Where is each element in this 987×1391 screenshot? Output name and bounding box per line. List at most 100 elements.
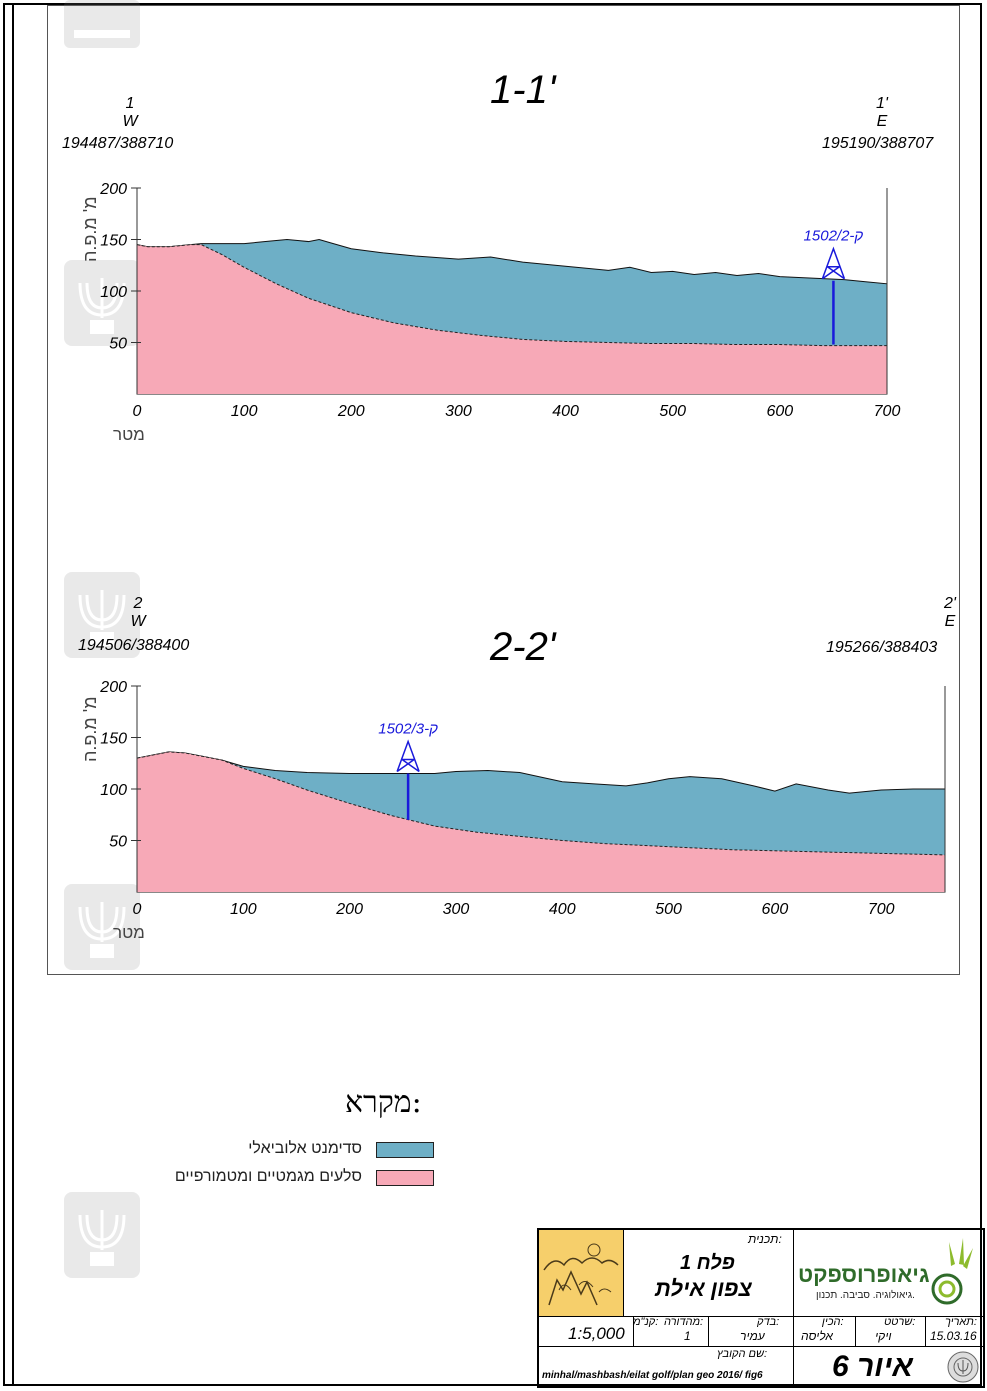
edition-label: מהדורה:	[664, 1316, 704, 1328]
section-2-west-dir: W	[130, 613, 146, 630]
section-2-east-label: 2' E	[930, 595, 970, 631]
plan-line-2: צפון אילת	[655, 1276, 752, 1301]
igneous-metamorphic-rock-area	[137, 751, 945, 892]
title-block-row-divider	[539, 1346, 983, 1347]
title-block-col-divider	[793, 1316, 794, 1388]
section-1-west-num: 1	[125, 95, 135, 112]
file-value: minhal/mashbash/eilat golf/plan geo 2016…	[542, 1370, 763, 1381]
title-block-plan-cell	[623, 1230, 794, 1316]
borehole-symbol-icon	[821, 246, 846, 280]
section-1-title: 1-1'	[490, 68, 556, 112]
section-1-east-coord: 195190/388707	[822, 135, 934, 152]
igneous-metamorphic-rock-area	[137, 244, 887, 394]
legend-title: מקרא:	[345, 1085, 422, 1120]
title-block	[537, 1228, 985, 1388]
date-label: תאריך:	[945, 1316, 977, 1328]
borehole-symbol-icon	[396, 739, 420, 773]
x-tick-label: 400	[549, 901, 576, 918]
legend-label-rock: סלעים מגמטיים ומטמורפיים	[174, 1168, 362, 1185]
edition-value: 1	[684, 1329, 691, 1343]
y-tick-label: 50	[109, 834, 127, 851]
prepared-label: הכין:	[822, 1316, 844, 1328]
borehole-label: 1502/2-ק	[804, 228, 864, 245]
emblem-seal-icon	[947, 1351, 979, 1383]
section-1-west-dir: W	[122, 113, 138, 130]
page-frame-left-line	[12, 3, 14, 1386]
prepared-value: אליסה	[801, 1329, 833, 1343]
x-tick-label: 600	[762, 901, 789, 918]
rock-contact-line	[136, 751, 946, 856]
emblem-watermark	[64, 260, 140, 346]
company-name: גיאופרוספקט	[798, 1262, 930, 1287]
scale-value: 1:5,000	[568, 1324, 625, 1343]
y-tick-label: 100	[100, 284, 127, 301]
y-tick-label: 50	[109, 336, 127, 353]
x-tick-label: 0	[133, 901, 142, 918]
borehole-label: 1502/3-ק	[378, 721, 438, 738]
checked-label: בדק:	[757, 1316, 780, 1328]
section-2-west-num: 2	[133, 595, 143, 612]
figure-label: איור 6	[832, 1350, 913, 1383]
section-2-west-coord: 194506/388400	[78, 637, 190, 654]
x-tick-label: 300	[445, 403, 472, 420]
section-2-west-label: 2 W	[118, 595, 158, 631]
section-1-west-label: 1 W	[110, 95, 150, 131]
x-tick-label: 600	[767, 403, 794, 420]
title-block-col-divider	[855, 1316, 856, 1346]
y-tick-label: 200	[99, 181, 127, 198]
x-tick-label: 700	[874, 403, 901, 420]
plan-line-1: פלח 1	[680, 1252, 735, 1274]
rock-contact-line	[136, 244, 887, 347]
x-axis-label: מטר	[113, 425, 145, 440]
x-tick-label: 200	[335, 901, 363, 918]
page-frame	[3, 3, 982, 1386]
x-axis-label: מטר	[113, 923, 145, 938]
y-tick-label: 150	[100, 233, 127, 250]
section-1-east-dir: E	[876, 113, 888, 130]
x-tick-label: 100	[230, 901, 257, 918]
y-tick-label: 100	[100, 782, 127, 799]
scale-label: קנ"מ:	[633, 1316, 659, 1328]
title-block-artwork	[539, 1230, 624, 1316]
drawn-value: ויקי	[875, 1329, 892, 1343]
date-value: 15.03.16	[930, 1329, 977, 1343]
section-2-title: 2-2'	[490, 625, 556, 669]
section-1-west-coord: 194487/388710	[62, 135, 174, 152]
plan-label: תכנית:	[748, 1232, 782, 1246]
x-tick-label: 300	[443, 901, 470, 918]
checked-value: עמיר	[740, 1329, 765, 1343]
emblem-watermark	[64, 0, 140, 48]
section-2-east-dir: E	[944, 613, 956, 630]
emblem-watermark	[64, 572, 140, 658]
legend-swatch-rock	[376, 1170, 434, 1186]
company-logo: גיאופרוספקט גיאולוגיה. סביבה. תכנון.	[794, 1232, 983, 1314]
emblem-watermark	[64, 884, 140, 970]
spiral-logo-icon	[931, 1238, 973, 1305]
legend-swatch-alluvial	[376, 1142, 434, 1158]
section-1-east-num: 1'	[876, 95, 888, 112]
x-tick-label: 500	[659, 403, 686, 420]
section-2-east-coord: 195266/388403	[826, 639, 938, 656]
file-label: שם הקובץ:	[717, 1348, 768, 1360]
x-tick-label: 700	[868, 901, 895, 918]
title-block-col-divider	[925, 1316, 926, 1346]
x-tick-label: 0	[133, 403, 142, 420]
legend-label-alluvial: סדימנט אלוביאלי	[248, 1140, 362, 1157]
x-tick-label: 100	[231, 403, 258, 420]
title-block-row-divider	[539, 1316, 983, 1317]
company-tagline: גיאולוגיה. סביבה. תכנון.	[816, 1290, 915, 1301]
title-block-col-divider	[633, 1316, 634, 1346]
x-tick-label: 400	[552, 403, 579, 420]
section-2-east-num: 2'	[944, 595, 956, 612]
emblem-watermark	[64, 1192, 140, 1278]
title-block-col-divider	[708, 1316, 709, 1346]
y-tick-label: 200	[99, 679, 127, 696]
x-tick-label: 200	[337, 403, 365, 420]
x-tick-label: 500	[655, 901, 682, 918]
landscape-sketch-icon	[543, 1243, 619, 1306]
drawn-label: שרטט:	[884, 1316, 916, 1328]
section-1-east-label: 1' E	[862, 95, 902, 131]
y-tick-label: 150	[100, 731, 127, 748]
